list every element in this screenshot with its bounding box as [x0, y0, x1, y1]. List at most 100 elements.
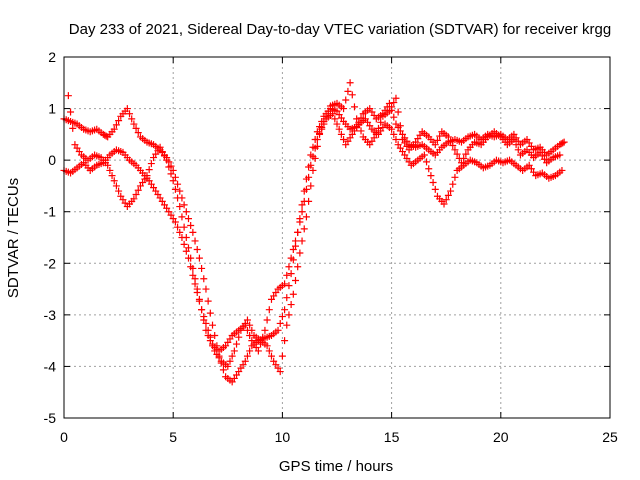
- data-point: [243, 326, 251, 334]
- data-point: [156, 143, 164, 151]
- data-point: [276, 319, 284, 327]
- data-point: [176, 228, 184, 236]
- y-tick-label: 1: [48, 101, 56, 117]
- data-point: [283, 271, 291, 279]
- data-point: [126, 110, 134, 118]
- data-point: [267, 352, 275, 360]
- data-point: [318, 123, 326, 131]
- data-point: [278, 313, 286, 321]
- data-point: [204, 331, 212, 339]
- data-point: [64, 92, 72, 100]
- data-point: [462, 150, 470, 158]
- data-point: [145, 166, 153, 174]
- data-point: [292, 237, 300, 245]
- data-point: [392, 136, 400, 144]
- data-point: [313, 136, 321, 144]
- data-point: [324, 107, 332, 115]
- data-point: [385, 107, 393, 115]
- data-point: [147, 160, 155, 168]
- data-point: [132, 191, 140, 199]
- data-point: [104, 161, 112, 169]
- axis-ticks: [63, 56, 611, 419]
- series-track-c: [64, 79, 564, 355]
- data-point: [281, 280, 289, 288]
- data-point: [128, 115, 136, 123]
- data-point: [436, 132, 444, 140]
- chart-title: Day 233 of 2021, Sidereal Day-to-day VTE…: [69, 21, 611, 38]
- x-tick-label: 10: [275, 429, 291, 445]
- data-point: [320, 117, 328, 125]
- data-point: [390, 130, 398, 138]
- data-point: [514, 146, 522, 154]
- y-tick-labels: -5 -4 -3 -2 -1 0 1 2: [44, 49, 57, 426]
- plot-frame: [63, 56, 611, 419]
- data-point: [335, 125, 343, 133]
- data-point: [195, 295, 203, 303]
- data-point: [241, 357, 249, 365]
- data-point: [180, 240, 188, 248]
- data-point: [106, 166, 114, 174]
- data-point: [254, 347, 262, 355]
- data-point: [182, 208, 190, 216]
- data-point: [67, 108, 75, 116]
- data-point: [372, 130, 380, 138]
- data-point: [259, 333, 267, 341]
- data-point: [132, 124, 140, 132]
- data-point: [171, 218, 179, 226]
- x-tick-label: 20: [493, 429, 509, 445]
- data-point: [431, 185, 439, 193]
- data-point: [176, 187, 184, 195]
- data-point: [355, 121, 363, 129]
- data-point: [298, 208, 306, 216]
- data-point: [184, 244, 192, 252]
- data-point: [226, 357, 234, 365]
- data-point: [377, 118, 385, 126]
- data-point: [224, 362, 232, 370]
- y-tick-label: -2: [44, 255, 57, 271]
- data-point: [302, 213, 310, 221]
- data-point: [512, 141, 520, 149]
- data-point: [69, 124, 77, 132]
- series-track-a: [60, 99, 568, 386]
- data-point: [180, 223, 188, 231]
- data-point: [169, 177, 177, 185]
- data-points: [60, 79, 568, 386]
- data-point: [337, 130, 345, 138]
- data-point: [431, 141, 439, 149]
- data-point: [187, 221, 195, 229]
- data-point: [195, 254, 203, 262]
- data-point: [388, 125, 396, 133]
- y-tick-label: -4: [44, 358, 57, 374]
- data-point: [123, 105, 131, 113]
- data-point: [180, 201, 188, 209]
- data-point: [427, 172, 435, 180]
- data-point: [110, 177, 118, 185]
- data-point: [198, 306, 206, 314]
- x-tick-label: 25: [602, 429, 618, 445]
- data-point: [246, 347, 254, 355]
- data-point: [261, 326, 269, 334]
- data-point: [115, 187, 123, 195]
- data-point: [296, 218, 304, 226]
- data-point: [348, 91, 356, 99]
- data-point: [112, 182, 120, 190]
- data-point: [333, 120, 341, 128]
- data-point: [200, 275, 208, 283]
- data-point: [289, 290, 297, 298]
- data-point: [246, 331, 254, 339]
- y-tick-label: 0: [48, 152, 56, 168]
- data-point: [278, 352, 286, 360]
- data-point: [300, 197, 308, 205]
- data-point: [163, 156, 171, 164]
- data-point: [191, 237, 199, 245]
- data-point: [296, 249, 304, 257]
- data-point: [346, 79, 354, 87]
- data-point: [174, 180, 182, 188]
- data-point: [211, 331, 219, 339]
- data-point: [263, 342, 271, 350]
- y-tick-label: -3: [44, 307, 57, 323]
- data-point: [460, 154, 468, 162]
- data-point: [191, 275, 199, 283]
- data-point: [202, 326, 210, 334]
- data-point: [143, 172, 151, 180]
